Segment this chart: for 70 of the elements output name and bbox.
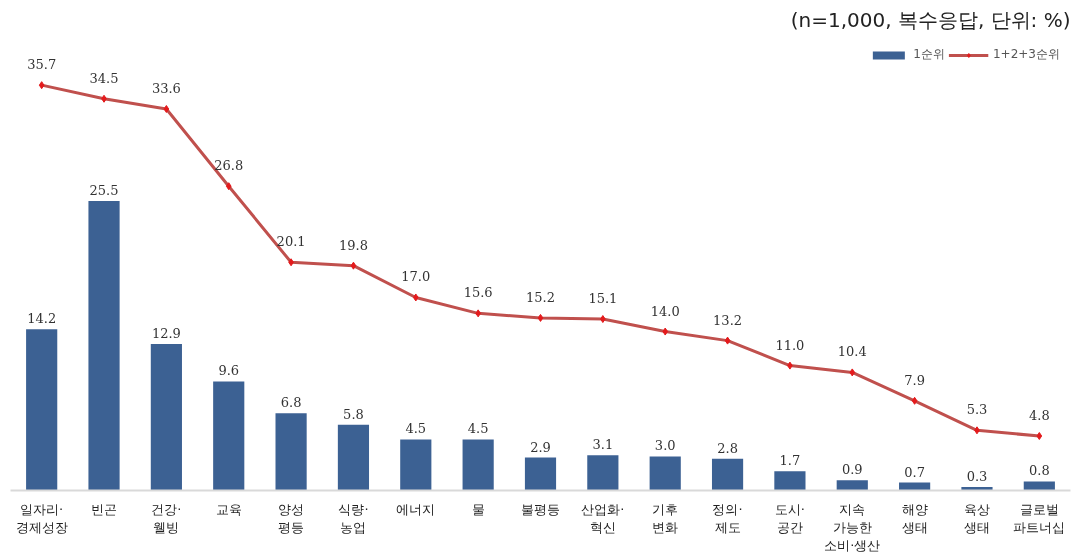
- x-tick-label: 육상 생태: [963, 501, 990, 535]
- data-label: 25.5: [89, 182, 119, 198]
- data-label: 14.2: [27, 311, 57, 327]
- bar: [337, 424, 370, 491]
- bar: [961, 487, 993, 491]
- data-label: 20.1: [276, 234, 306, 250]
- x-tick-label: 물: [471, 501, 485, 517]
- bar: [213, 381, 245, 491]
- bar: [774, 471, 806, 491]
- legend-label: 1+2+3순위: [992, 46, 1060, 63]
- bar: [711, 458, 744, 491]
- data-label: 6.8: [280, 395, 302, 411]
- x-tick-label: 해양 생태: [901, 501, 928, 535]
- data-label: 2.9: [530, 439, 551, 455]
- data-label: 3.0: [654, 438, 676, 454]
- bar: [649, 456, 681, 491]
- data-label: 0.3: [966, 469, 988, 485]
- data-label: 15.1: [588, 291, 618, 307]
- data-label: 14.0: [650, 303, 680, 319]
- bar: [150, 344, 182, 491]
- data-label: 1.7: [779, 453, 801, 469]
- data-label: 11.0: [775, 337, 805, 353]
- x-tick-label: 불평등: [521, 501, 560, 517]
- data-label: 3.1: [592, 437, 614, 453]
- data-label: 5.8: [343, 406, 364, 422]
- x-tick-label: 글로벌 파트너십: [1013, 501, 1066, 535]
- legend-label: 1순위: [913, 46, 945, 63]
- data-label: 0.7: [904, 464, 925, 480]
- bar: [1023, 481, 1055, 491]
- bar: [587, 455, 619, 491]
- x-tick-label: 정의· 제도: [712, 501, 743, 535]
- bar: [26, 329, 58, 491]
- data-label: 5.3: [966, 402, 988, 418]
- data-label: 19.8: [338, 237, 368, 253]
- bar: [462, 439, 494, 491]
- bar: [400, 439, 432, 491]
- x-tick-label: 식량· 농업: [338, 501, 369, 535]
- data-label: 12.9: [151, 326, 181, 342]
- data-label: 2.8: [717, 440, 738, 456]
- x-tick-label: 에너지: [396, 501, 436, 517]
- data-label: 35.7: [27, 57, 57, 73]
- bar: [524, 457, 557, 491]
- data-label: 0.9: [841, 462, 863, 478]
- x-tick-label: 도시· 공간: [774, 501, 805, 535]
- data-label: 4.5: [405, 421, 427, 437]
- data-label: 13.2: [713, 312, 743, 328]
- x-tick-label: 일자리· 경제성장: [15, 501, 68, 535]
- x-tick-label: 산업화· 혁신: [581, 501, 625, 535]
- data-label: 26.8: [214, 158, 244, 174]
- x-tick-label: 기후 변화: [652, 501, 679, 535]
- data-label: 4.5: [467, 421, 489, 437]
- data-label: 33.6: [151, 80, 181, 96]
- x-tick-label: 교육: [215, 501, 242, 517]
- data-label: 34.5: [89, 70, 119, 86]
- data-label: 0.8: [1028, 463, 1050, 479]
- data-label: 15.6: [463, 285, 493, 301]
- data-label: 7.9: [904, 372, 925, 388]
- data-label: 9.6: [218, 363, 240, 379]
- data-label: 10.4: [837, 344, 867, 360]
- text: (n=1,000, 복수응답, 단위: %): [790, 7, 1071, 32]
- x-tick-label: 건강· 웰빙: [151, 501, 182, 535]
- x-tick-label: 지속 가능한 소비·생산: [824, 501, 881, 553]
- data-label: 15.2: [526, 289, 555, 305]
- x-tick-label: 양성 평등: [278, 501, 305, 535]
- bar: [88, 200, 120, 491]
- data-label: 17.0: [401, 269, 431, 285]
- bar: [836, 480, 868, 491]
- bar: [275, 413, 307, 491]
- x-tick-label: 빈곤: [91, 501, 118, 517]
- data-label: 4.8: [1028, 408, 1050, 423]
